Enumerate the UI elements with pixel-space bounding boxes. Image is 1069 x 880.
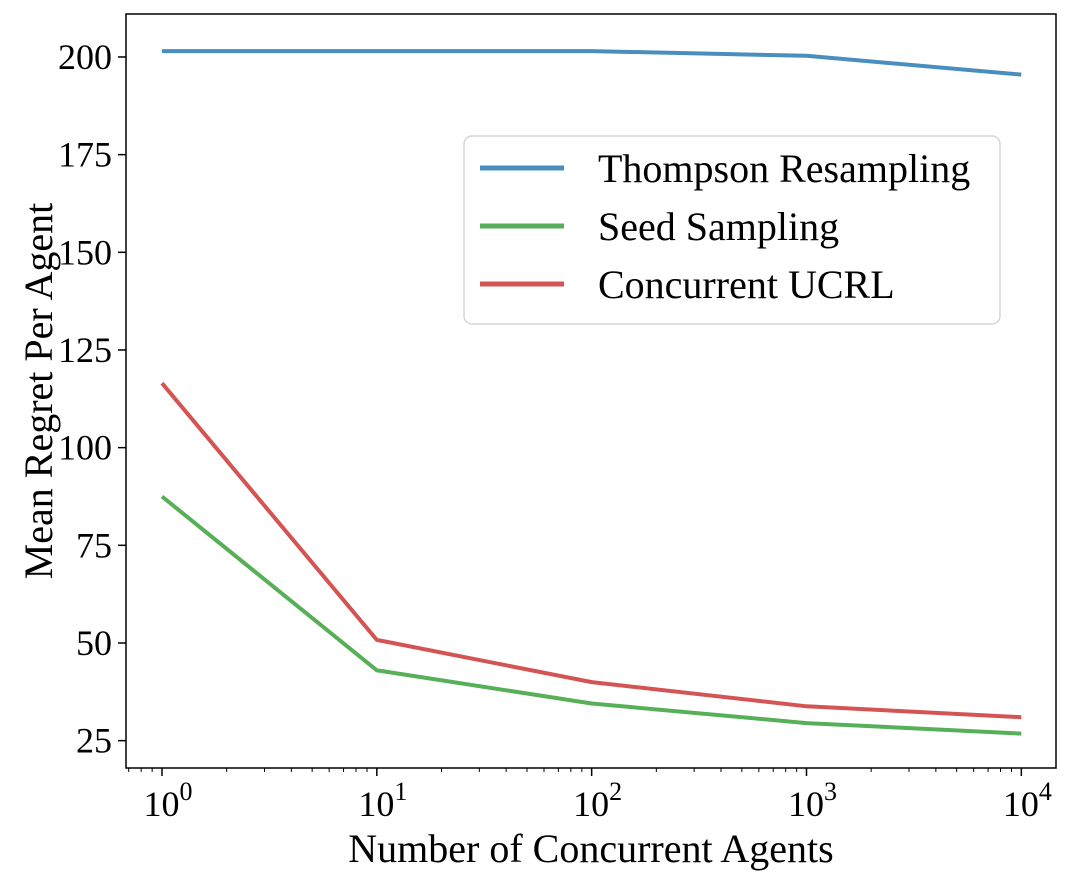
x-tick-label: 100 xyxy=(143,777,192,824)
x-tick-label: 101 xyxy=(358,777,407,824)
legend-label-1: Seed Sampling xyxy=(598,204,839,249)
series-line-1 xyxy=(160,494,1022,736)
x-tick-label: 104 xyxy=(1003,777,1052,824)
y-tick-label: 200 xyxy=(58,37,112,77)
y-tick-label: 25 xyxy=(76,721,112,761)
y-tick-label: 75 xyxy=(76,525,112,565)
series-lines xyxy=(160,49,1022,736)
y-tick-label: 125 xyxy=(58,330,112,370)
series-line-0 xyxy=(162,49,1022,77)
x-axis-label: Number of Concurrent Agents xyxy=(348,826,833,871)
y-axis-label: Mean Regret Per Agent xyxy=(16,203,61,580)
y-tick-label: 100 xyxy=(58,428,112,468)
x-tick-label: 103 xyxy=(788,777,837,824)
legend-label-0: Thompson Resampling xyxy=(598,146,970,191)
series-line-2 xyxy=(160,381,1022,720)
y-tick-label: 50 xyxy=(76,623,112,663)
legend: Thompson Resampling Seed Sampling Concurre… xyxy=(463,135,1001,325)
plot-frame xyxy=(125,13,1057,769)
y-tick-label: 150 xyxy=(58,232,112,272)
y-tick-label: 175 xyxy=(58,135,112,175)
axis-ticks: 25 50 75 100 125 150 175 200 100 101 102 103 104 xyxy=(58,37,1052,824)
legend-box xyxy=(463,135,1001,325)
legend-label-2: Concurrent UCRL xyxy=(598,262,895,307)
x-tick-label: 102 xyxy=(573,777,622,824)
